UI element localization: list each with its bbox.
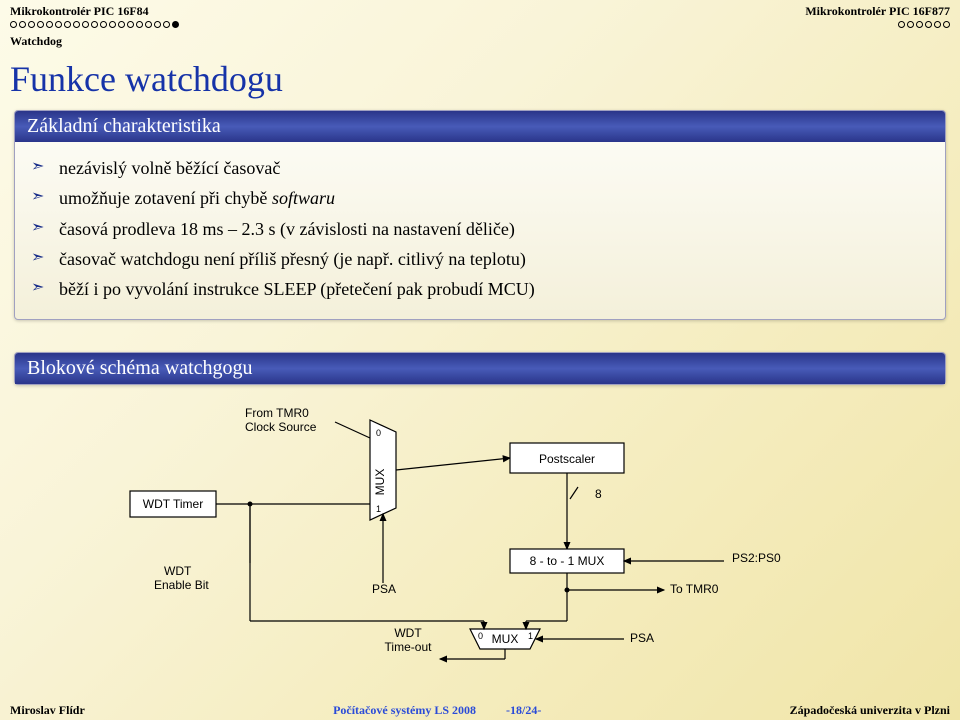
bullet-item: běží i po vyvolání instrukce SLEEP (přet… xyxy=(59,277,931,301)
progress-dots-right xyxy=(898,21,950,28)
svg-text:Postscaler: Postscaler xyxy=(539,452,595,466)
svg-text:PSA: PSA xyxy=(372,582,396,596)
slide-header: Mikrokontrolér PIC 16F84 Mikrokontrolér … xyxy=(0,0,960,49)
svg-text:WDT Timer: WDT Timer xyxy=(143,497,203,511)
svg-text:Enable Bit: Enable Bit xyxy=(154,578,209,592)
block-diagram: From TMR0Clock SourceWDT TimerWDTEnable … xyxy=(100,395,840,670)
svg-text:To TMR0: To TMR0 xyxy=(670,582,719,596)
svg-text:Clock Source: Clock Source xyxy=(245,420,317,434)
panel-block-diagram-heading: Blokové schéma watchgogu xyxy=(15,353,945,384)
slide-footer: Miroslav Flídr Počítačové systémy LS 200… xyxy=(0,701,960,720)
svg-text:8 - to - 1 MUX: 8 - to - 1 MUX xyxy=(530,554,605,568)
bullet-item: časovač watchdogu není příliš přesný (je… xyxy=(59,247,931,271)
svg-text:From TMR0: From TMR0 xyxy=(245,406,309,420)
header-left-title: Mikrokontrolér PIC 16F84 xyxy=(10,4,149,19)
svg-text:0: 0 xyxy=(478,631,483,641)
block-diagram-svg: From TMR0Clock SourceWDT TimerWDTEnable … xyxy=(100,395,840,670)
bullet-item: časová prodleva 18 ms – 2.3 s (v závislo… xyxy=(59,217,931,241)
svg-text:1: 1 xyxy=(528,631,533,641)
footer-course: Počítačové systémy LS 2008 xyxy=(333,703,476,717)
svg-text:Time-out: Time-out xyxy=(385,640,433,654)
svg-text:MUX: MUX xyxy=(373,469,387,496)
panel-characteristics-body: nezávislý volně běžící časovač umožňuje z… xyxy=(15,142,945,319)
slide-title: Funkce watchdogu xyxy=(0,56,293,106)
panel-block-diagram-header: Blokové schéma watchgogu xyxy=(14,352,946,385)
svg-text:PS2:PS0: PS2:PS0 xyxy=(732,551,781,565)
panel-characteristics-heading: Základní charakteristika xyxy=(15,111,945,142)
bullet-item: umožňuje zotavení při chybě softwaru xyxy=(59,186,931,210)
bullet-item: nezávislý volně běžící časovač xyxy=(59,156,931,180)
header-right-title: Mikrokontrolér PIC 16F877 xyxy=(805,4,950,19)
footer-author: Miroslav Flídr xyxy=(10,703,85,718)
svg-text:MUX: MUX xyxy=(492,632,519,646)
footer-page: -18/24- xyxy=(506,703,541,717)
panel-characteristics: Základní charakteristika nezávislý volně… xyxy=(14,110,946,320)
svg-text:WDT: WDT xyxy=(394,626,422,640)
svg-text:WDT: WDT xyxy=(164,564,192,578)
progress-dots-left xyxy=(10,21,179,28)
svg-text:8: 8 xyxy=(595,487,602,501)
svg-text:1: 1 xyxy=(376,504,381,514)
svg-text:0: 0 xyxy=(376,428,381,438)
svg-text:PSA: PSA xyxy=(630,631,654,645)
footer-university: Západočeská univerzita v Plzni xyxy=(790,703,950,718)
section-label: Watchdog xyxy=(10,34,950,49)
